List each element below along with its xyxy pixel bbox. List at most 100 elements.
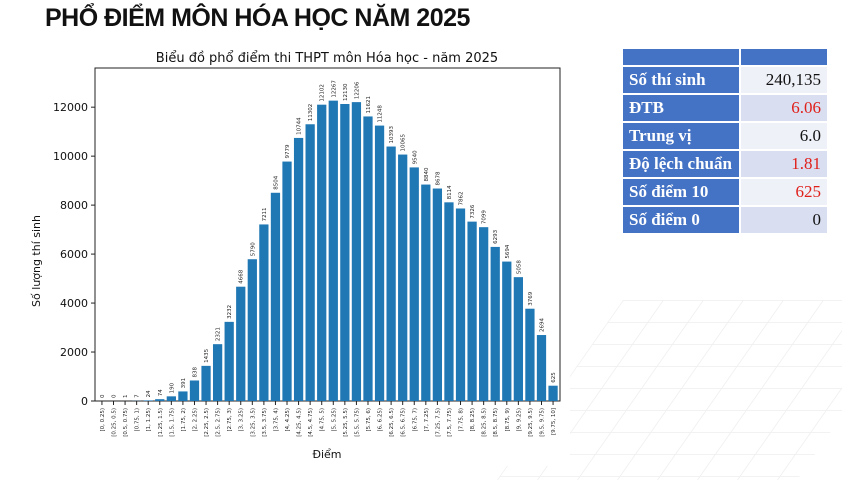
x-tick-label: [8.25, 8.5) — [482, 408, 488, 437]
bar-value-label: 9779 — [285, 144, 291, 158]
bar-value-label: 7326 — [470, 204, 476, 218]
x-tick-label: [7.5, 7.75) — [447, 408, 453, 437]
bar — [213, 344, 222, 401]
bar-value-label: 7099 — [482, 210, 488, 224]
bar-value-label: 12102 — [320, 84, 326, 102]
bar-value-label: 7211 — [262, 207, 268, 221]
stat-value: 240,135 — [741, 67, 827, 93]
bar — [340, 104, 349, 401]
chart-container: Biểu đồ phổ điểm thi THPT môn Hóa học - … — [22, 40, 570, 466]
stat-label: Độ lệch chuẩn — [623, 151, 739, 177]
bar-value-label: 11621 — [366, 96, 372, 114]
bar — [248, 259, 257, 401]
x-tick-label: [7.25, 7.5) — [435, 408, 441, 437]
bar-value-label: 4668 — [239, 269, 245, 283]
bar-value-label: 8678 — [435, 171, 441, 185]
stat-label: Trung vị — [623, 123, 739, 149]
bar — [537, 335, 546, 401]
bar-value-label: 5790 — [250, 242, 256, 256]
x-tick-label: [6.25, 6.5) — [389, 408, 395, 437]
x-tick-label: [1, 1.25) — [146, 408, 152, 432]
bar-value-label: 3769 — [528, 291, 534, 305]
bar — [502, 262, 511, 401]
bar — [433, 189, 442, 401]
bar-value-label: 8840 — [424, 167, 430, 181]
stat-value: 6.06 — [741, 95, 827, 121]
bar-value-label: 5694 — [505, 244, 511, 258]
bar-value-label: 391 — [181, 378, 187, 389]
histogram-chart: Biểu đồ phổ điểm thi THPT môn Hóa học - … — [22, 40, 570, 466]
stat-label: Số điểm 10 — [623, 179, 739, 205]
x-tick-label: [7, 7.25) — [424, 408, 430, 432]
bar — [456, 208, 465, 401]
bar-value-label: 24 — [146, 390, 152, 397]
bar — [467, 222, 476, 401]
x-tick-label: [1.25, 1.5) — [158, 408, 164, 437]
stat-value: 1.81 — [741, 151, 827, 177]
x-tick-label: [2, 2.25) — [192, 408, 198, 432]
x-tick-label: [5, 5.25) — [331, 408, 337, 432]
x-tick-label: [4.5, 4.75) — [308, 408, 314, 437]
y-tick-label: 4000 — [60, 297, 88, 310]
x-tick-label: [9.5, 9.75) — [539, 408, 545, 437]
x-tick-label: [5.25, 5.5) — [343, 408, 349, 437]
bar-value-label: 838 — [192, 366, 198, 377]
y-tick-label: 10000 — [53, 150, 88, 163]
chart-title: Biểu đồ phổ điểm thi THPT môn Hóa học - … — [156, 51, 498, 66]
bar — [294, 138, 303, 401]
bar — [421, 185, 430, 401]
bar — [352, 102, 361, 401]
bar — [317, 105, 326, 401]
stat-value: 6.0 — [741, 123, 827, 149]
bar — [479, 227, 488, 401]
page-heading: PHỔ ĐIỂM MÔN HÓA HỌC NĂM 2025 — [45, 4, 470, 33]
bar-value-label: 625 — [551, 372, 557, 383]
bar-value-label: 1435 — [204, 348, 210, 362]
bar-value-label: 1 — [123, 394, 129, 398]
bar — [514, 277, 523, 401]
bar-value-label: 9540 — [412, 150, 418, 164]
x-tick-label: [0, 0.25) — [100, 408, 106, 432]
x-tick-label: [4.25, 4.5) — [297, 408, 303, 437]
bar-value-label: 7 — [135, 394, 141, 398]
bar — [225, 322, 234, 401]
bar — [144, 400, 153, 401]
bar-value-label: 12206 — [354, 81, 360, 99]
bar — [491, 247, 500, 401]
x-tick-label: [5.5, 5.75) — [354, 408, 360, 437]
x-tick-label: [1.75, 2) — [181, 408, 187, 432]
x-tick-label: [9.25, 9.5) — [528, 408, 534, 437]
bar — [306, 124, 315, 401]
bar — [236, 287, 245, 401]
bar — [155, 399, 164, 401]
stat-value: 0 — [741, 207, 827, 233]
table-header-row — [623, 49, 827, 65]
bar-value-label: 12267 — [331, 80, 337, 98]
stat-label: Số thí sinh — [623, 67, 739, 93]
x-tick-label: [8.75, 9) — [505, 408, 511, 432]
y-tick-label: 2000 — [60, 346, 88, 359]
bar — [444, 202, 453, 401]
bar-value-label: 0 — [112, 394, 118, 398]
bar — [329, 101, 338, 401]
bar-value-label: 8114 — [447, 185, 453, 199]
bar-value-label: 11248 — [378, 105, 384, 123]
bar — [375, 126, 384, 401]
y-tick-label: 0 — [81, 395, 88, 408]
bar-value-label: 10744 — [297, 117, 303, 135]
x-tick-label: [8, 8.25) — [470, 408, 476, 432]
bar — [190, 380, 199, 401]
x-tick-label: [3.75, 4) — [273, 408, 279, 432]
bar-value-label: 5058 — [516, 260, 522, 274]
x-tick-label: [6.5, 6.75) — [401, 408, 407, 437]
x-tick-label: [2.5, 2.75) — [216, 408, 222, 437]
x-tick-label: [3.5, 3.75) — [262, 408, 268, 437]
x-tick-label: [3.25, 3.5) — [250, 408, 256, 437]
bar-value-label: 3232 — [227, 305, 233, 319]
y-tick-label: 8000 — [60, 199, 88, 212]
x-tick-label: [4.75, 5) — [320, 408, 326, 432]
